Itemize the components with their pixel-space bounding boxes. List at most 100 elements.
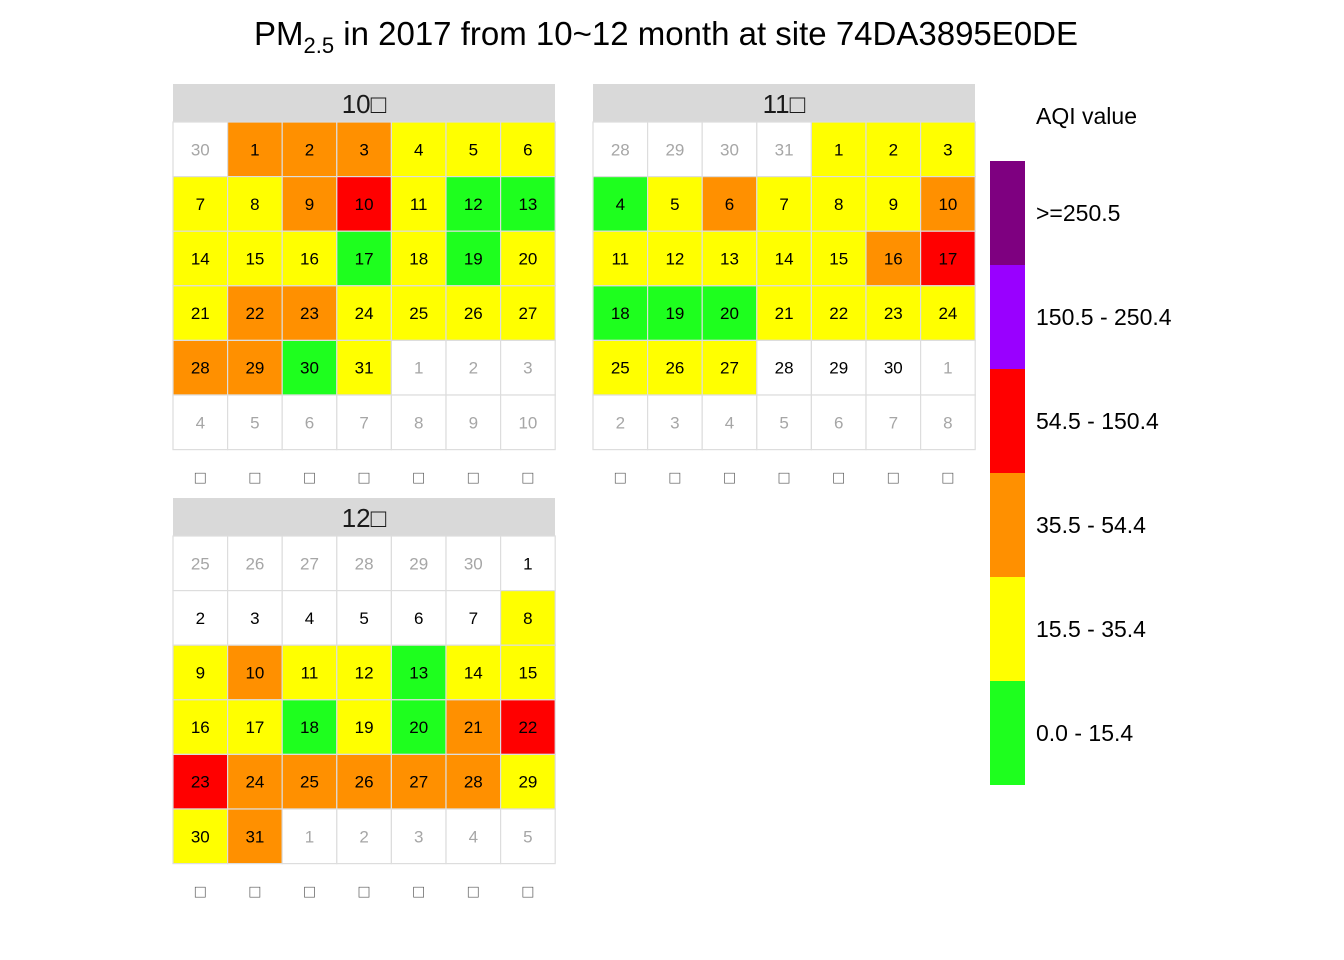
day-label: 4	[616, 195, 625, 214]
day-label: 23	[300, 304, 319, 323]
day-label: 18	[300, 718, 319, 737]
day-cell	[172, 230, 229, 287]
day-cell	[172, 535, 229, 592]
weekday-label: □	[359, 882, 370, 902]
day-label: 6	[414, 609, 423, 628]
legend-swatch	[990, 681, 1025, 785]
day-label: 7	[196, 195, 205, 214]
panel-strip	[173, 498, 555, 536]
day-label: 4	[725, 413, 734, 432]
weekday-label: □	[615, 468, 626, 488]
day-label: 23	[191, 773, 210, 792]
chart-title-subscript: 2.5	[304, 33, 335, 58]
legend: AQI value >=250.5 150.5 - 250.4 54.5 - 150.…	[990, 103, 1172, 785]
day-cell	[227, 285, 283, 341]
day-label: 19	[355, 718, 374, 737]
day-cell	[500, 285, 556, 341]
day-label: 26	[464, 304, 483, 323]
day-cell	[281, 230, 338, 287]
day-label: 6	[725, 195, 734, 214]
day-label: 25	[191, 554, 210, 573]
day-label: 15	[829, 250, 848, 269]
day-cell	[336, 394, 392, 451]
day-cell	[227, 589, 283, 646]
day-label: 14	[775, 250, 794, 269]
day-label: 22	[245, 304, 264, 323]
day-label: 16	[191, 718, 210, 737]
day-label: 27	[518, 304, 537, 323]
day-label: 5	[523, 827, 532, 846]
weekday-label: □	[468, 882, 479, 902]
day-label: 3	[359, 140, 368, 159]
day-label: 16	[300, 250, 319, 269]
day-label: 24	[938, 304, 957, 323]
day-cell	[445, 176, 502, 232]
day-label: 31	[775, 140, 794, 159]
legend-swatch	[990, 577, 1025, 681]
day-cell	[810, 230, 867, 287]
day-label: 18	[611, 304, 630, 323]
day-label: 9	[196, 664, 205, 683]
day-label: 30	[720, 140, 739, 159]
day-cell	[646, 230, 703, 287]
day-label: 22	[518, 718, 537, 737]
day-cell	[172, 644, 229, 701]
day-label: 21	[464, 718, 483, 737]
day-label: 26	[245, 554, 264, 573]
day-label: 5	[359, 609, 368, 628]
day-cell	[281, 589, 338, 646]
day-label: 11	[410, 195, 428, 214]
weekday-label: □	[195, 468, 206, 488]
weekday-label: □	[249, 468, 260, 488]
weekday-label: □	[669, 468, 680, 488]
day-cell	[701, 121, 758, 178]
weekday-label: □	[195, 882, 206, 902]
day-cell	[592, 176, 649, 232]
day-label: 24	[355, 304, 374, 323]
day-label: 7	[889, 413, 898, 432]
day-cell	[445, 589, 502, 646]
day-label: 1	[414, 359, 423, 378]
day-label: 19	[464, 250, 483, 269]
day-label: 20	[720, 304, 739, 323]
day-label: 12	[665, 250, 684, 269]
day-label: 2	[469, 359, 478, 378]
day-cell	[646, 394, 703, 451]
day-cell	[336, 535, 392, 592]
panel-title: 11□	[763, 89, 806, 119]
day-cell	[865, 339, 922, 396]
day-label: 29	[409, 554, 428, 573]
day-cell	[172, 699, 229, 755]
day-cell	[500, 644, 556, 701]
day-label: 2	[196, 609, 205, 628]
day-label: 1	[305, 827, 314, 846]
day-cell	[500, 753, 556, 810]
day-label: 6	[523, 140, 532, 159]
day-label: 29	[518, 773, 537, 792]
day-cell	[500, 589, 556, 646]
day-label: 4	[196, 413, 205, 432]
day-label: 30	[191, 140, 210, 159]
day-cell	[227, 339, 283, 396]
day-cell	[281, 176, 338, 232]
day-label: 2	[616, 413, 625, 432]
day-cell	[336, 589, 392, 646]
day-cell	[172, 121, 229, 178]
day-label: 7	[469, 609, 478, 628]
day-label: 12	[355, 664, 374, 683]
day-label: 24	[245, 773, 264, 792]
day-cell	[919, 394, 976, 451]
day-label: 7	[779, 195, 788, 214]
day-cell	[500, 808, 556, 865]
day-label: 8	[414, 413, 423, 432]
day-cell	[227, 644, 283, 701]
day-cell	[281, 339, 338, 396]
day-cell	[500, 394, 556, 451]
day-cell	[281, 285, 338, 341]
day-label: 10	[355, 195, 374, 214]
day-label: 25	[300, 773, 319, 792]
day-label: 20	[518, 250, 537, 269]
